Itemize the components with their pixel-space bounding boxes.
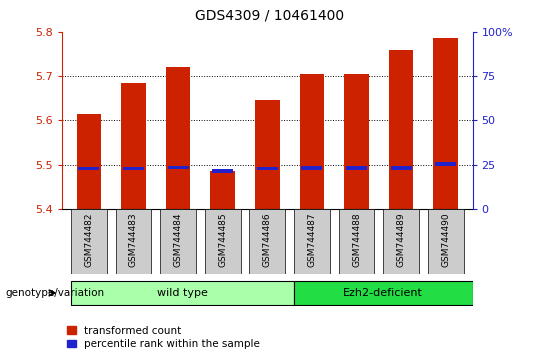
Text: GSM744488: GSM744488 (352, 212, 361, 267)
Bar (389, 50, 414, 209)
Bar (71, 209, 107, 274)
Bar (339, 209, 374, 274)
Bar (383, 209, 419, 274)
Bar (434, 39, 458, 209)
Legend: transformed count, percentile rank within the sample: transformed count, percentile rank withi… (68, 326, 260, 349)
Bar (391, 166, 411, 170)
Bar (205, 209, 240, 274)
Bar (78, 167, 99, 170)
Bar (77, 114, 101, 209)
Bar (257, 167, 278, 170)
Bar (346, 166, 367, 170)
Bar (300, 74, 324, 209)
Text: Ezh2-deficient: Ezh2-deficient (343, 288, 423, 298)
Bar (428, 209, 463, 274)
Bar (301, 166, 322, 170)
Bar (160, 209, 196, 274)
Text: GSM744483: GSM744483 (129, 212, 138, 267)
Text: GSM744489: GSM744489 (396, 212, 406, 267)
Bar (123, 167, 144, 170)
Bar (212, 169, 233, 173)
Text: GSM744490: GSM744490 (441, 212, 450, 267)
Text: GSM744482: GSM744482 (84, 212, 93, 267)
Text: genotype/variation: genotype/variation (5, 288, 105, 298)
Text: GSM744487: GSM744487 (307, 212, 316, 267)
Bar (255, 101, 280, 209)
Bar (345, 74, 369, 209)
Text: GSM744485: GSM744485 (218, 212, 227, 267)
Text: wild type: wild type (157, 288, 208, 298)
Bar (294, 209, 330, 274)
Bar (167, 166, 188, 170)
Bar (166, 67, 191, 209)
Text: GSM744486: GSM744486 (263, 212, 272, 267)
Bar (121, 83, 146, 209)
Bar (211, 171, 235, 209)
Bar (435, 162, 456, 166)
Text: GSM744484: GSM744484 (173, 212, 183, 267)
Bar (249, 209, 285, 274)
Bar (71, 281, 294, 305)
Bar (294, 281, 472, 305)
Text: GDS4309 / 10461400: GDS4309 / 10461400 (195, 9, 345, 23)
Bar (116, 209, 151, 274)
